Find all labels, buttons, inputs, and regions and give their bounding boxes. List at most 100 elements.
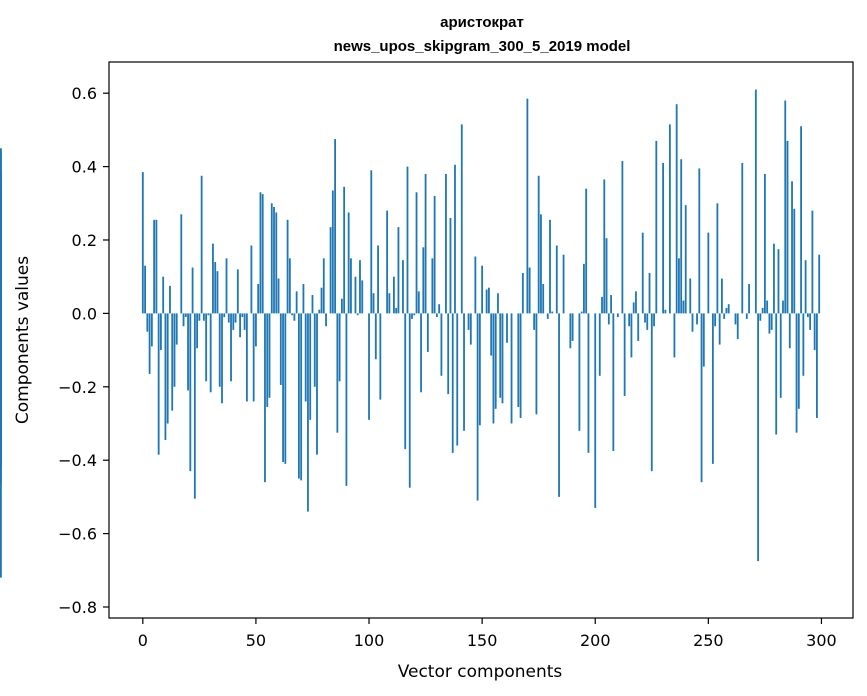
bar-186 <box>562 254 565 314</box>
bar-81 <box>325 313 327 327</box>
bar-27 <box>202 313 205 321</box>
bar-34 <box>218 313 221 387</box>
y-tick-label: −0.4 <box>58 451 97 470</box>
bar-113 <box>397 227 400 314</box>
bar-64 <box>286 219 289 314</box>
bar-288 <box>793 208 796 314</box>
bar-46 <box>245 313 248 402</box>
bar-41 <box>234 313 237 323</box>
bar-263 <box>736 313 739 340</box>
bar-382 <box>0 306 2 314</box>
bar-222 <box>644 313 646 323</box>
bar-24 <box>196 313 199 349</box>
bar-128 <box>431 258 434 314</box>
bar-104 <box>377 245 379 314</box>
bar-204 <box>603 179 606 314</box>
bar-90 <box>345 313 348 486</box>
bar-257 <box>723 313 726 319</box>
x-tick-label: 150 <box>467 631 498 650</box>
y-tick-label: 0.2 <box>72 231 97 250</box>
bar-92 <box>350 258 352 314</box>
bar-153 <box>488 287 490 314</box>
y-axis-ticks: −0.8 −0.6 −0.4 −0.2 0.0 0.2 0.4 0.6 <box>58 84 109 617</box>
bar-202 <box>598 313 601 376</box>
bar-75 <box>311 295 314 314</box>
x-tick-label: 50 <box>246 631 266 650</box>
bar-43 <box>239 313 241 338</box>
bar-29 <box>207 313 210 316</box>
bar-85 <box>334 139 336 314</box>
bar-174 <box>535 313 538 415</box>
bar-285 <box>786 140 789 314</box>
bar-299 <box>818 254 821 314</box>
bar-33 <box>216 271 219 314</box>
bar-3 <box>148 313 151 374</box>
bar-206 <box>607 313 610 325</box>
bar-243 <box>691 313 694 332</box>
bar-247 <box>700 313 703 483</box>
bar-57 <box>270 203 273 314</box>
bar-54 <box>264 313 266 483</box>
bar-183 <box>555 245 558 314</box>
bar-376 <box>0 236 2 314</box>
bar-51 <box>257 284 260 314</box>
bar-95 <box>356 313 359 316</box>
bar-231 <box>664 309 667 314</box>
bar-177 <box>542 284 545 314</box>
chart-title: аристократ <box>440 14 524 31</box>
bar-180 <box>549 219 551 314</box>
bar-130 <box>435 313 438 318</box>
bar-194 <box>580 311 583 314</box>
bar-196 <box>585 188 588 314</box>
bar-179 <box>546 313 549 319</box>
bar-96 <box>359 260 361 314</box>
bar-259 <box>727 304 730 314</box>
bar-11 <box>166 313 169 424</box>
bar-212 <box>621 161 624 314</box>
bar-124 <box>422 247 425 314</box>
bar-295 <box>809 313 812 330</box>
bar-32 <box>214 262 217 314</box>
bar-72 <box>304 313 307 402</box>
bar-238 <box>680 159 683 314</box>
bar-148 <box>476 313 479 501</box>
bar-163 <box>510 313 513 424</box>
bar-84 <box>331 190 334 314</box>
bar-17 <box>180 214 183 314</box>
bar-282 <box>779 313 782 398</box>
bar-53 <box>261 194 264 314</box>
bar-97 <box>361 280 364 314</box>
bar-60 <box>277 278 280 314</box>
bar-116 <box>404 313 407 450</box>
bar-152 <box>485 289 488 314</box>
bar-225 <box>650 313 653 472</box>
bar-161 <box>506 313 508 343</box>
bar-15 <box>175 313 178 345</box>
bar-274 <box>761 307 764 314</box>
bar-267 <box>745 313 748 319</box>
bar-236 <box>675 104 678 314</box>
bar-286 <box>788 313 791 349</box>
bar-12 <box>169 285 171 314</box>
bar-49 <box>252 313 255 402</box>
x-axis-ticks: 0 50 100 150 200 250 300 <box>138 618 837 650</box>
bar-210 <box>616 313 619 318</box>
bar-223 <box>646 313 649 330</box>
bar-80 <box>322 258 325 314</box>
bar-207 <box>610 295 612 314</box>
x-axis-label: Vector components <box>398 662 563 682</box>
bar-7 <box>157 313 160 455</box>
bar-159 <box>501 313 504 404</box>
bar-200 <box>594 313 597 508</box>
x-tick-label: 100 <box>354 631 385 650</box>
bar-48 <box>250 245 253 314</box>
bar-227 <box>655 140 658 314</box>
bar-66 <box>291 313 294 316</box>
bar-44 <box>241 313 244 318</box>
bar-268 <box>748 284 750 314</box>
bar-52 <box>259 192 262 314</box>
bar-65 <box>288 258 291 314</box>
bar-74 <box>309 313 312 420</box>
bar-167 <box>519 313 522 418</box>
